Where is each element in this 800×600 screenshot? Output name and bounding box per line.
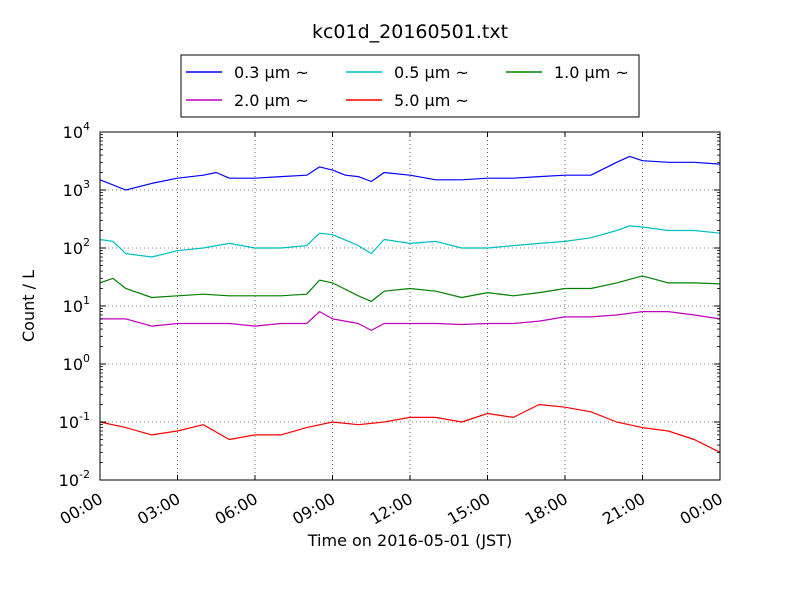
x-tick-label: 00:00 bbox=[677, 489, 726, 529]
series-line-2 bbox=[99, 275, 721, 302]
x-tick-label: 21:00 bbox=[599, 489, 648, 529]
x-tick-label: 06:00 bbox=[212, 489, 261, 529]
x-tick-label: 18:00 bbox=[522, 489, 571, 529]
y-tick-label: 103 bbox=[63, 178, 90, 200]
series-line-1 bbox=[99, 225, 721, 258]
series-line-0 bbox=[99, 155, 721, 191]
y-tick-label: 104 bbox=[63, 120, 90, 142]
x-tick-label: 15:00 bbox=[444, 489, 493, 529]
series-line-4 bbox=[99, 403, 721, 453]
legend: 0.3 μm ~ 0.5 μm ~ 1.0 μm ~ 2.0 μm ~ 5.0 μm ~ bbox=[180, 54, 640, 118]
x-tick-label: 12:00 bbox=[367, 489, 416, 529]
y-tick-label: 100 bbox=[63, 352, 90, 374]
x-tick-label: 03:00 bbox=[134, 489, 183, 529]
y-axis-label: Count / L bbox=[19, 270, 38, 342]
legend-frame bbox=[180, 54, 640, 118]
series-line-3 bbox=[100, 311, 721, 331]
x-tick-label: 00:00 bbox=[57, 489, 106, 529]
legend-label-3: 2.0 μm ~ bbox=[234, 91, 309, 110]
legend-label-4: 5.0 μm ~ bbox=[394, 91, 469, 110]
x-tick-label: 09:00 bbox=[289, 489, 338, 529]
y-tick-label: 10-2 bbox=[59, 468, 90, 490]
y-tick-label: 10-1 bbox=[59, 410, 90, 432]
legend-label-2: 1.0 μm ~ bbox=[554, 63, 629, 82]
legend-label-1: 0.5 μm ~ bbox=[394, 63, 469, 82]
x-axis-label: Time on 2016-05-01 (JST) bbox=[307, 531, 512, 550]
series-lines bbox=[99, 155, 721, 453]
ticks: 00:00 03:00 06:00 09:00 12:00 15:00 18:00 21:00… bbox=[57, 120, 726, 529]
y-tick-label: 102 bbox=[63, 236, 90, 258]
legend-label-0: 0.3 μm ~ bbox=[234, 63, 309, 82]
chart-title: kc01d_20160501.txt bbox=[312, 21, 508, 43]
y-tick-label: 101 bbox=[63, 294, 90, 316]
